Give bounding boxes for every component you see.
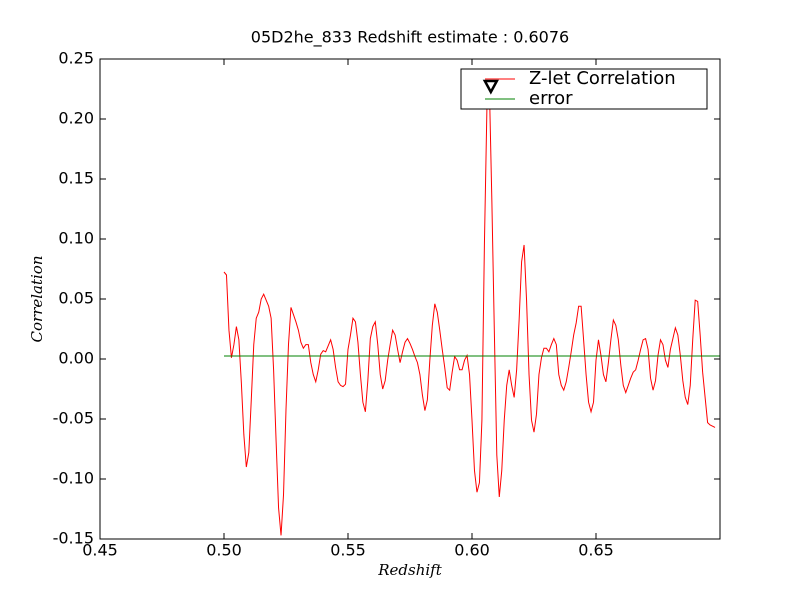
x-tick-label: 0.60 xyxy=(454,541,490,560)
legend-box xyxy=(460,68,708,110)
chart-title: 05D2he_833 Redshift estimate : 0.6076 xyxy=(251,28,569,48)
y-tick-label: -0.15 xyxy=(53,529,94,548)
legend-label: error xyxy=(529,88,573,109)
y-tick-label: 0.25 xyxy=(58,49,94,68)
y-tick-label: -0.10 xyxy=(53,469,94,488)
y-tick-label: 0.05 xyxy=(58,289,94,308)
plot-area xyxy=(223,85,720,536)
x-axis-label: Redshift xyxy=(377,561,442,579)
x-tick-label: 0.50 xyxy=(206,541,242,560)
y-tick-label: 0.15 xyxy=(58,169,94,188)
x-tick-label: 0.55 xyxy=(330,541,366,560)
x-tick-label: 0.45 xyxy=(82,541,118,560)
y-tick-label: 0.20 xyxy=(58,109,94,128)
y-tick-label: -0.05 xyxy=(53,409,94,428)
y-axis-label: Correlation xyxy=(28,256,46,343)
series-line xyxy=(223,85,716,536)
y-tick-label: 0.10 xyxy=(58,229,94,248)
peak-marker xyxy=(482,79,499,95)
legend-label: Z-let Correlation xyxy=(529,68,676,89)
x-tick-label: 0.65 xyxy=(578,541,614,560)
y-tick-label: 0.00 xyxy=(58,349,94,368)
